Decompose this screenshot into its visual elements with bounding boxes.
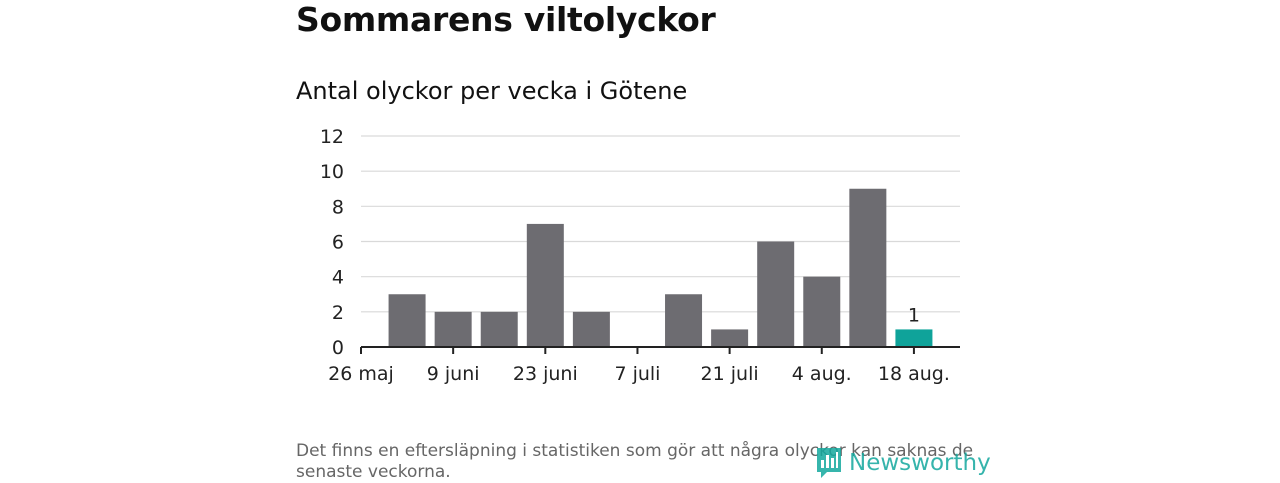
y-tick-label: 12 (320, 126, 344, 148)
x-tick-label: 4 aug. (792, 363, 852, 385)
x-tick-label: 7 juli (614, 363, 660, 385)
bar (803, 276, 841, 347)
y-tick-label: 6 (332, 232, 344, 254)
x-tick-label: 9 juni (427, 363, 480, 385)
x-tick-label: 21 juli (701, 363, 759, 385)
newsworthy-logo: Newsworthy (815, 446, 991, 480)
y-tick-label: 0 (332, 337, 344, 359)
bar (665, 294, 703, 347)
bar-chart-speech-icon (817, 448, 841, 478)
chart-subtitle: Antal olyckor per vecka i Götene (296, 77, 688, 105)
bar (480, 311, 518, 347)
data-label: 1 (908, 304, 920, 326)
y-tick-label: 10 (320, 161, 344, 183)
y-tick-label: 8 (332, 196, 344, 218)
y-tick-label: 2 (332, 302, 344, 324)
bar (849, 188, 887, 347)
bar (572, 311, 610, 347)
x-tick-label: 26 maj (328, 363, 394, 385)
chart-title: Sommarens viltolyckor (296, 0, 716, 39)
bar (388, 294, 426, 347)
y-tick-label: 4 (332, 267, 344, 289)
bar (711, 329, 749, 347)
bar (895, 329, 933, 347)
bar (434, 311, 472, 347)
logo-text: Newsworthy (849, 450, 991, 476)
bar (526, 223, 564, 347)
x-tick-label: 18 aug. (878, 363, 950, 385)
x-tick-label: 23 juni (513, 363, 578, 385)
footnote: Det finns en eftersläpning i statistiken… (296, 441, 974, 482)
bar (757, 241, 795, 347)
